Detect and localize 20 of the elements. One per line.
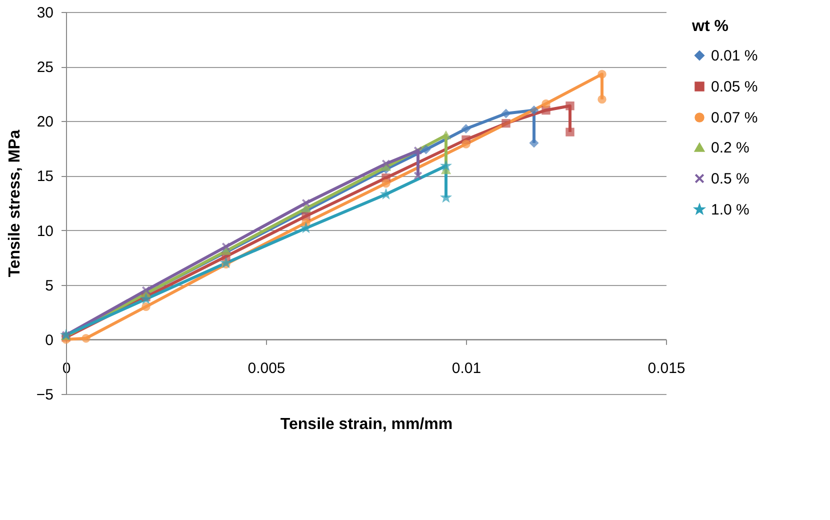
- legend-label: 0.07 %: [711, 110, 758, 126]
- y-tick-label: 10: [36, 222, 54, 240]
- y-tick-label: 25: [36, 59, 54, 76]
- x-tick-label: 0.005: [248, 360, 286, 377]
- y-tick-label: 5: [45, 277, 54, 294]
- y-tick-label: −5: [36, 386, 54, 404]
- legend-label: 0.05 %: [711, 78, 758, 96]
- x-tick-label: 0.015: [648, 360, 686, 377]
- legend-label: 0.5 %: [711, 170, 750, 188]
- legend-label: 0.2 %: [711, 140, 750, 156]
- y-tick-label: 20: [36, 114, 54, 131]
- x-tick-label: 0.01: [452, 360, 482, 377]
- y-tick-label: 15: [36, 168, 54, 186]
- legend-title: wt %: [691, 18, 728, 35]
- y-tick-label: 0: [45, 332, 54, 349]
- legend-label: 0.01 %: [711, 48, 758, 64]
- y-axis-title: Tensile stress, MPa: [6, 130, 24, 278]
- x-axis-title: Tensile strain, mm/mm: [280, 416, 453, 433]
- y-tick-label: 30: [36, 4, 54, 22]
- legend-label: 1.0 %: [711, 202, 750, 218]
